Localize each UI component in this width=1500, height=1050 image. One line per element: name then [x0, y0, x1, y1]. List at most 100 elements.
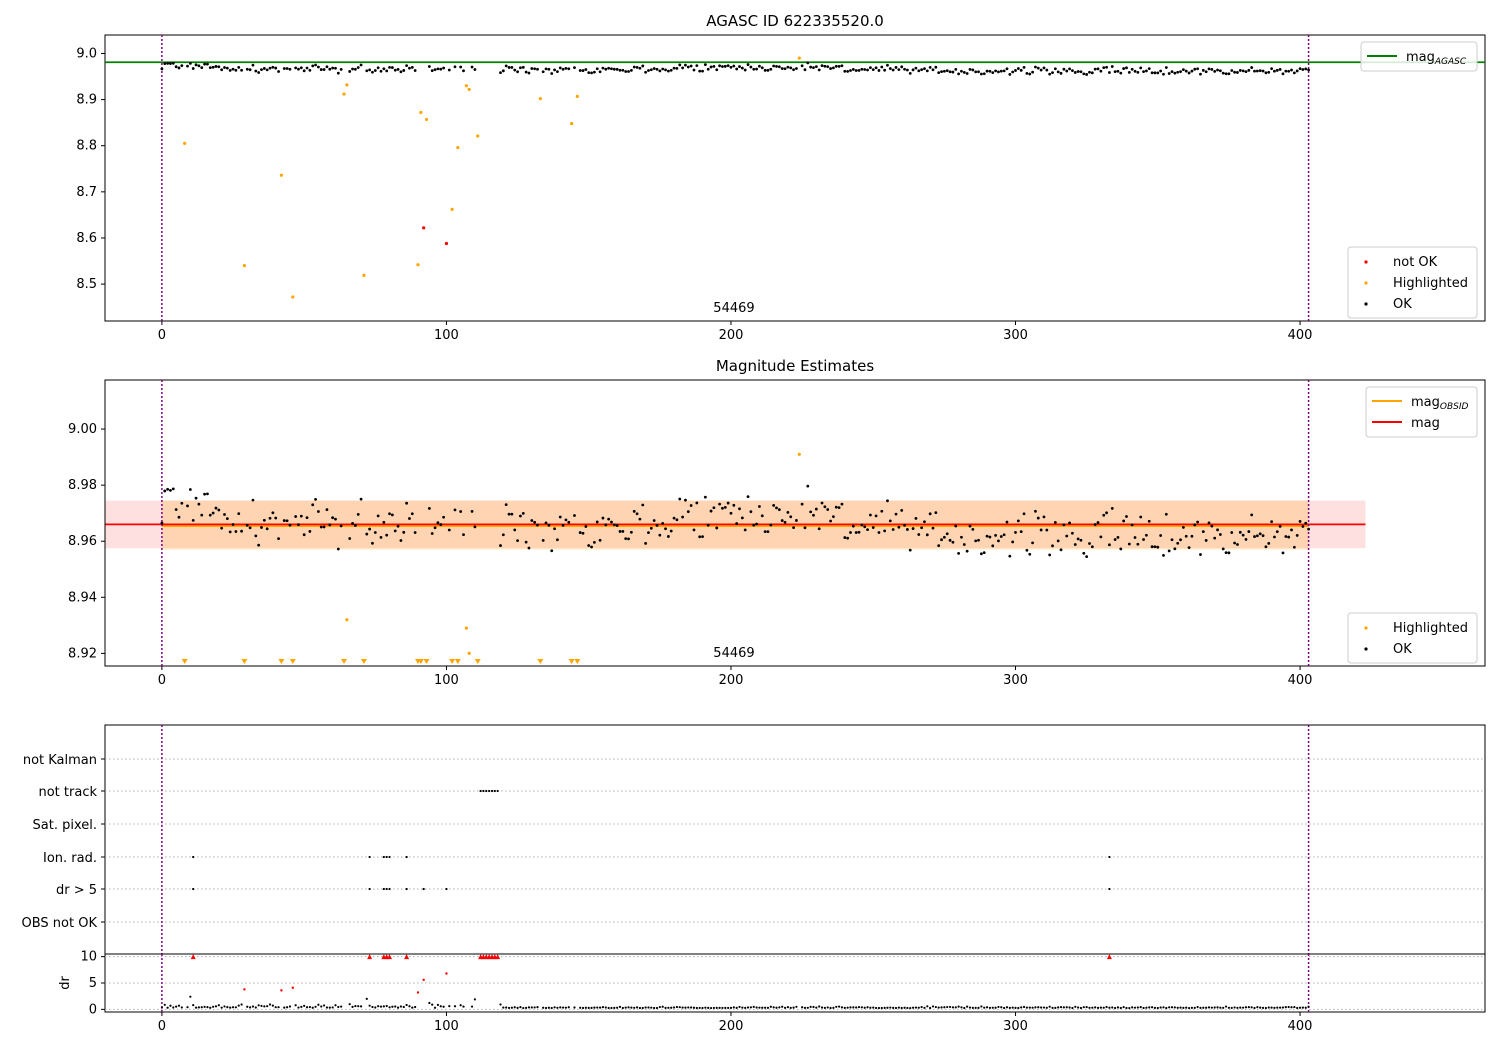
flag-point: [192, 855, 195, 859]
data-point-ok: [573, 66, 576, 70]
data-point-ok: [319, 525, 323, 529]
data-point-ok: [726, 501, 730, 505]
dr-point-ok: [357, 1005, 360, 1008]
data-point-ok: [297, 67, 300, 71]
data-point-ok: [430, 532, 434, 535]
dr-point-ok: [866, 1006, 869, 1009]
dr-point-ok: [670, 1006, 673, 1009]
dr-point-ok: [672, 1006, 676, 1009]
data-point-ok: [1014, 531, 1017, 534]
dr-point-ok: [1037, 1006, 1040, 1009]
dr-point-ok: [1290, 1006, 1293, 1009]
data-point-ok: [971, 68, 975, 72]
data-point-ok: [271, 65, 275, 69]
data-point-ok: [382, 67, 386, 71]
data-point-ok: [353, 524, 357, 527]
data-point-ok: [1187, 71, 1191, 75]
dr-point-ok: [741, 1006, 744, 1009]
data-point-ok: [499, 544, 502, 547]
data-point-ok: [769, 67, 773, 71]
dr-point-ok: [744, 1006, 747, 1009]
data-point-ok: [208, 66, 212, 70]
data-point-ok: [1181, 68, 1185, 72]
dr-point-ok: [926, 1005, 929, 1008]
data-point-ok: [692, 68, 696, 72]
dr-point-ok: [203, 1005, 206, 1008]
data-point-highlighted: [345, 83, 349, 87]
data-point-ok: [672, 516, 676, 520]
dr-point-ok: [1022, 1005, 1026, 1009]
dr-point-ok: [1273, 1006, 1276, 1009]
dr-point-ok: [667, 1006, 670, 1009]
data-point-highlighted: [416, 263, 420, 267]
dr-point-ok: [701, 1006, 704, 1010]
data-point-ok: [871, 526, 875, 529]
data-point-ok: [169, 489, 172, 492]
data-point-ok: [641, 64, 645, 68]
data-point-ok: [1193, 523, 1197, 527]
data-point-ok: [965, 549, 969, 553]
data-point-ok: [1102, 66, 1106, 70]
panel-agasc-magnitude: AGASC ID 622335520.0 0 100 200 300 400 8.5 8.6 8…: [76, 12, 1486, 343]
data-point-ok: [524, 70, 528, 74]
data-point-ok: [188, 488, 192, 491]
dr-point-ok: [536, 1006, 539, 1009]
data-point-not-ok: [422, 226, 426, 230]
data-point-ok: [533, 520, 537, 524]
dr-point-ok: [892, 1006, 895, 1009]
data-point-ok: [245, 523, 249, 527]
dr-point-ok: [647, 1006, 650, 1009]
data-point-ok: [965, 72, 969, 75]
dr-point-ok: [678, 1006, 681, 1009]
data-point-ok: [1136, 70, 1140, 74]
data-point-ok: [453, 65, 457, 69]
dr-point-ok: [712, 1006, 716, 1010]
dr-point-not-ok: [422, 978, 425, 982]
data-point-ok: [1045, 68, 1049, 72]
dr-point-ok: [587, 1006, 590, 1009]
data-point-ok: [911, 68, 915, 72]
dr-point-ok: [934, 1005, 937, 1009]
dr-point-ok: [889, 1006, 892, 1009]
data-point-ok: [200, 513, 204, 517]
data-point-ok: [1290, 528, 1293, 532]
data-point-ok: [854, 531, 858, 534]
dr-clipped-marker: [1106, 954, 1112, 960]
data-point-ok: [917, 533, 921, 536]
dr-point-ok: [983, 1006, 986, 1009]
data-point-ok: [1207, 521, 1211, 525]
data-point-ok: [240, 68, 243, 72]
data-point-ok: [459, 510, 463, 513]
data-point-ok: [632, 509, 636, 513]
data-point-ok: [1258, 69, 1262, 73]
data-point-ok: [593, 70, 596, 74]
dr-point-ok: [707, 1006, 710, 1009]
data-point-ok: [1304, 521, 1308, 525]
data-point-ok: [160, 521, 164, 525]
legend-frame: [1360, 41, 1478, 72]
dr-point-ok: [328, 1006, 331, 1009]
dr-point-ok: [1000, 1006, 1003, 1009]
legend-frame: [1365, 386, 1478, 438]
data-point-ok: [328, 67, 332, 71]
data-point-ok: [590, 545, 593, 549]
data-point-ok: [718, 64, 721, 68]
y-tick-label: 8.8: [76, 139, 97, 154]
x-tick-label: 300: [1003, 328, 1028, 343]
data-point-ok: [1127, 70, 1131, 74]
data-point-ok: [923, 67, 926, 71]
dr-point-ok: [1085, 1005, 1088, 1009]
data-point-ok: [163, 489, 167, 493]
data-point-ok: [1287, 535, 1291, 539]
data-point-ok: [846, 536, 850, 540]
data-point-ok: [288, 523, 292, 527]
dr-point-ok: [379, 1005, 383, 1008]
data-point-ok: [541, 538, 545, 542]
dr-point-ok: [194, 1006, 198, 1009]
data-point-ok: [231, 523, 235, 526]
data-point-ok: [1068, 67, 1071, 71]
data-point-ok: [1113, 70, 1117, 74]
data-point-ok: [698, 535, 702, 539]
flag-row-label: Ion. rad.: [43, 851, 97, 866]
dr-point-ok: [331, 1006, 334, 1009]
